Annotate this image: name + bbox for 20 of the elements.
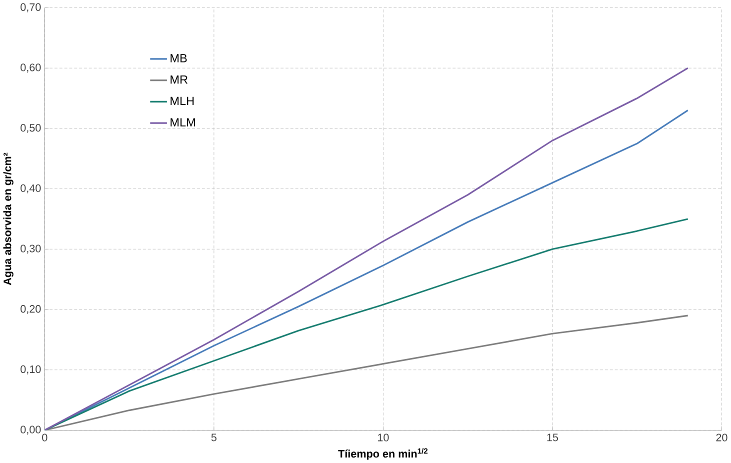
line-series — [44, 218, 689, 430]
y-tick-label: 0,50 — [20, 124, 41, 133]
legend-label: MB — [170, 54, 187, 62]
y-axis-title: Agua absorvida en gr/cm² — [3, 152, 14, 286]
y-tick-label: 0,20 — [20, 305, 41, 314]
y-tick-label: 0,00 — [20, 426, 41, 435]
x-tick-label: 10 — [378, 434, 389, 442]
y-tick-label: 0,40 — [20, 184, 41, 194]
y-tick-label: 0,70 — [20, 3, 41, 12]
legend-label: MR — [170, 76, 188, 84]
y-tick-label: 0,30 — [20, 244, 41, 254]
y-tick-label: 0,60 — [20, 64, 41, 73]
x-axis-title: Tíiempo en min$^{1/2}$ — [338, 448, 428, 460]
y-tick-label: 0,10 — [20, 365, 41, 374]
x-tick-label: 15 — [547, 434, 558, 442]
legend-label: MLH — [170, 96, 194, 106]
x-tick-label: 20 — [716, 434, 728, 442]
legend-label: MLM — [170, 118, 195, 126]
x-tick-label: 0 — [42, 434, 48, 442]
x-tick-label: 5 — [211, 434, 216, 442]
